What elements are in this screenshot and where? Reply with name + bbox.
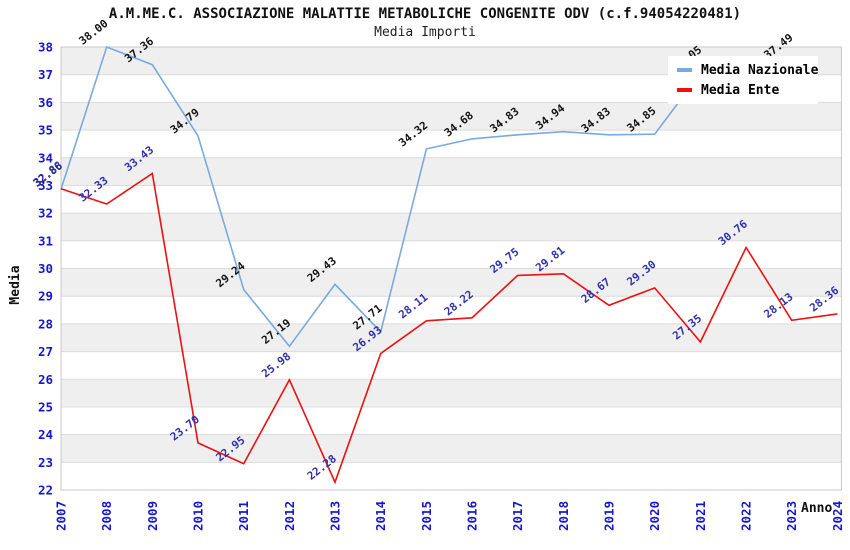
y-tick-label: 31 bbox=[38, 233, 53, 248]
plot-bands bbox=[61, 47, 842, 463]
y-tick-label: 22 bbox=[38, 483, 53, 498]
x-axis-title: Anno bbox=[801, 501, 833, 516]
legend-label: Media Ente bbox=[701, 82, 780, 98]
x-tick-label: 2007 bbox=[54, 501, 69, 531]
y-axis-title: Media bbox=[8, 265, 23, 305]
x-tick-label: 2021 bbox=[693, 501, 708, 531]
x-tick-label: 2008 bbox=[99, 501, 114, 531]
legend-item-media-ente: Media Ente bbox=[668, 83, 818, 98]
legend-swatch-ente-icon bbox=[677, 88, 692, 92]
y-tick-label: 24 bbox=[38, 427, 53, 442]
x-tick-label: 2013 bbox=[328, 501, 343, 531]
x-tick-label: 2022 bbox=[739, 501, 754, 531]
data-labels-media-ente: 32.88 32.3333.4323.7022.9525.9822.2826.93… bbox=[31, 143, 842, 482]
legend: Media Nazionale Media Ente bbox=[668, 56, 818, 104]
y-tick-label: 25 bbox=[38, 399, 53, 414]
x-tick-label: 2016 bbox=[465, 501, 480, 531]
x-tick-label: 2018 bbox=[556, 501, 571, 531]
x-axis-ticks: 2007 2008 2009 2010 2011 2012 2013 2014 2015 2016… bbox=[54, 501, 845, 531]
y-tick-label: 36 bbox=[38, 95, 53, 110]
series-line-media-ente bbox=[60, 172, 838, 485]
x-tick-label: 2009 bbox=[145, 501, 160, 531]
x-tick-label: 2011 bbox=[236, 501, 251, 531]
gridlines bbox=[61, 46, 842, 491]
y-tick-label: 38 bbox=[38, 40, 53, 55]
x-tick-label: 2014 bbox=[373, 501, 388, 531]
x-tick-label: 2024 bbox=[830, 501, 845, 531]
y-tick-label: 29 bbox=[38, 289, 53, 304]
chart-subtitle: Media Importi bbox=[374, 25, 476, 40]
x-tick-label: 2012 bbox=[282, 501, 297, 531]
legend-swatch-nazionale-icon bbox=[677, 68, 692, 72]
y-tick-label: 26 bbox=[38, 372, 53, 387]
x-tick-label: 2010 bbox=[191, 501, 206, 531]
legend-item-media-nazionale: Media Nazionale bbox=[668, 63, 818, 78]
x-tick-label: 2017 bbox=[510, 501, 525, 531]
y-tick-label: 37 bbox=[38, 67, 53, 82]
y-tick-label: 23 bbox=[38, 455, 53, 470]
y-tick-label: 32 bbox=[38, 206, 53, 221]
y-tick-label: 34 bbox=[38, 150, 53, 165]
legend-label: Media Nazionale bbox=[701, 62, 819, 78]
y-tick-label: 27 bbox=[38, 344, 53, 359]
y-tick-label: 30 bbox=[38, 261, 53, 276]
y-tick-label: 28 bbox=[38, 316, 53, 331]
x-tick-label: 2019 bbox=[602, 501, 617, 531]
y-tick-label: 33 bbox=[38, 178, 53, 193]
data-label: 25.98 bbox=[259, 350, 293, 381]
chart-title: A.M.ME.C. ASSOCIAZIONE MALATTIE METABOLI… bbox=[108, 6, 742, 22]
x-tick-label: 2015 bbox=[419, 501, 434, 531]
y-axis-ticks: 22 23 24 25 26 27 28 29 30 31 32 33 34 35 36 37 38 bbox=[38, 40, 53, 498]
x-tick-label: 2020 bbox=[647, 501, 662, 531]
y-tick-label: 35 bbox=[38, 123, 53, 138]
data-label: 38.00 bbox=[76, 17, 110, 48]
series-line-media-nazionale bbox=[60, 45, 792, 348]
x-tick-label: 2023 bbox=[784, 501, 799, 531]
plot-border bbox=[60, 46, 842, 491]
